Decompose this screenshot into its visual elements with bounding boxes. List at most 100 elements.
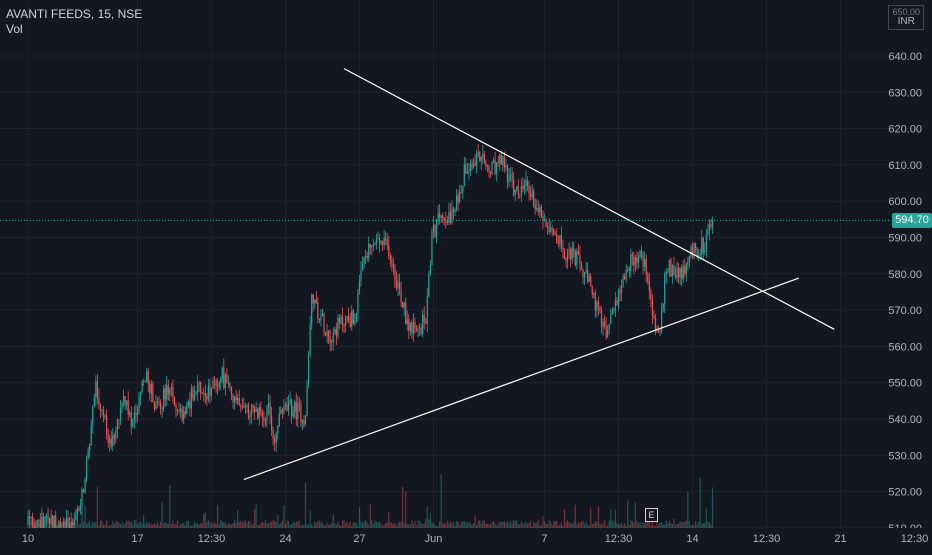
candle-body [118,419,120,421]
candle-body [483,154,485,162]
candle-body [195,392,197,395]
volume-bar [679,520,681,528]
volume-bar [457,521,459,528]
candle-body [348,316,350,321]
volume-bar [483,520,485,528]
volume-bar [82,521,85,528]
candle-body [192,388,194,400]
price-axis[interactable]: 510.00520.00530.00540.00550.00560.00570.… [888,0,932,550]
candle-body [122,396,125,403]
candle-body [223,367,225,388]
trendline-descending-resistance[interactable] [343,68,835,330]
volume-bar [445,524,447,528]
candle-body [553,228,555,235]
volume-bar [95,522,97,528]
candle-body [213,379,216,381]
candle-body [175,404,177,410]
volume-bar [488,523,490,528]
candle-body [630,254,632,271]
candle-body [398,282,401,290]
volume-bar [502,522,504,528]
volume-bar [398,521,401,528]
volume-bar [254,509,256,528]
volume-bar [577,521,579,528]
volume-bar [443,522,445,528]
volume-bar [449,521,452,528]
candle-body [121,402,123,409]
candle-body [334,329,336,334]
candle-body [53,515,55,528]
volume-bar [300,525,302,528]
time-axis[interactable]: 10 17 12:30 24 27 Jun 7 12:30 14 12:30 21 12:30 [0,528,932,550]
candle-body [542,215,544,220]
candle-body [639,250,641,258]
candle-body [161,408,163,410]
candle-body [560,235,563,248]
volume-bar [682,521,684,528]
volume-bar [340,525,342,528]
candle-body [300,404,302,423]
candlestick-series [27,143,714,540]
volume-bar [690,525,692,528]
volume-bar [685,520,687,528]
candle-body [349,320,351,328]
candle-body [217,385,219,387]
candle-body [523,185,526,190]
candle-body [39,520,41,532]
candle-body [64,521,66,532]
volume-bar [705,508,707,528]
volume-bar [244,520,246,528]
volume-bar [334,523,336,528]
volume-bar [514,521,516,528]
volume-bar [139,521,142,528]
candle-body [593,292,595,295]
candle-body [650,290,652,300]
volume-bar [183,522,185,528]
candle-body [243,405,245,408]
candle-body [254,407,256,412]
candle-body [633,256,635,267]
candle-body [563,249,566,259]
currency-badge[interactable]: 650.00 INR [888,5,924,30]
candle-body [508,174,510,183]
volume-bar [529,520,532,528]
volume-bar [175,523,177,528]
candle-body [267,402,270,407]
volume-bar [536,522,538,528]
volume-bar [304,483,307,528]
candle-body [494,160,496,174]
symbol-label[interactable]: AVANTI FEEDS, 15, NSE [6,7,143,21]
volume-label[interactable]: Vol [6,22,23,36]
volume-bar [701,523,703,528]
trendlines[interactable] [243,68,835,481]
volume-bar [180,524,182,528]
candle-body [101,410,103,412]
y-tick-label: 600.00 [888,196,922,208]
volume-bar [267,523,270,528]
trendline-ascending-support[interactable] [243,277,800,481]
candle-body [129,412,131,415]
volume-bar [668,520,670,528]
candle-body [274,438,276,443]
earnings-marker[interactable]: E [645,508,658,522]
candle-body [89,444,91,451]
volume-bar [698,521,700,528]
candle-body [417,328,419,331]
candle-body [654,318,657,330]
volume-bar [312,525,314,528]
volume-bar [226,524,228,528]
candle-body [315,299,317,303]
volume-bar [494,523,496,528]
volume-bar [238,521,240,528]
volume-bar [409,524,411,528]
candle-body [164,388,166,400]
candle-body [439,212,441,218]
candle-body [499,154,501,164]
volume-bar [93,522,95,528]
volume-bar [368,524,370,528]
candle-body [411,322,413,334]
volume-bar [221,521,223,528]
candle-body [459,192,461,203]
